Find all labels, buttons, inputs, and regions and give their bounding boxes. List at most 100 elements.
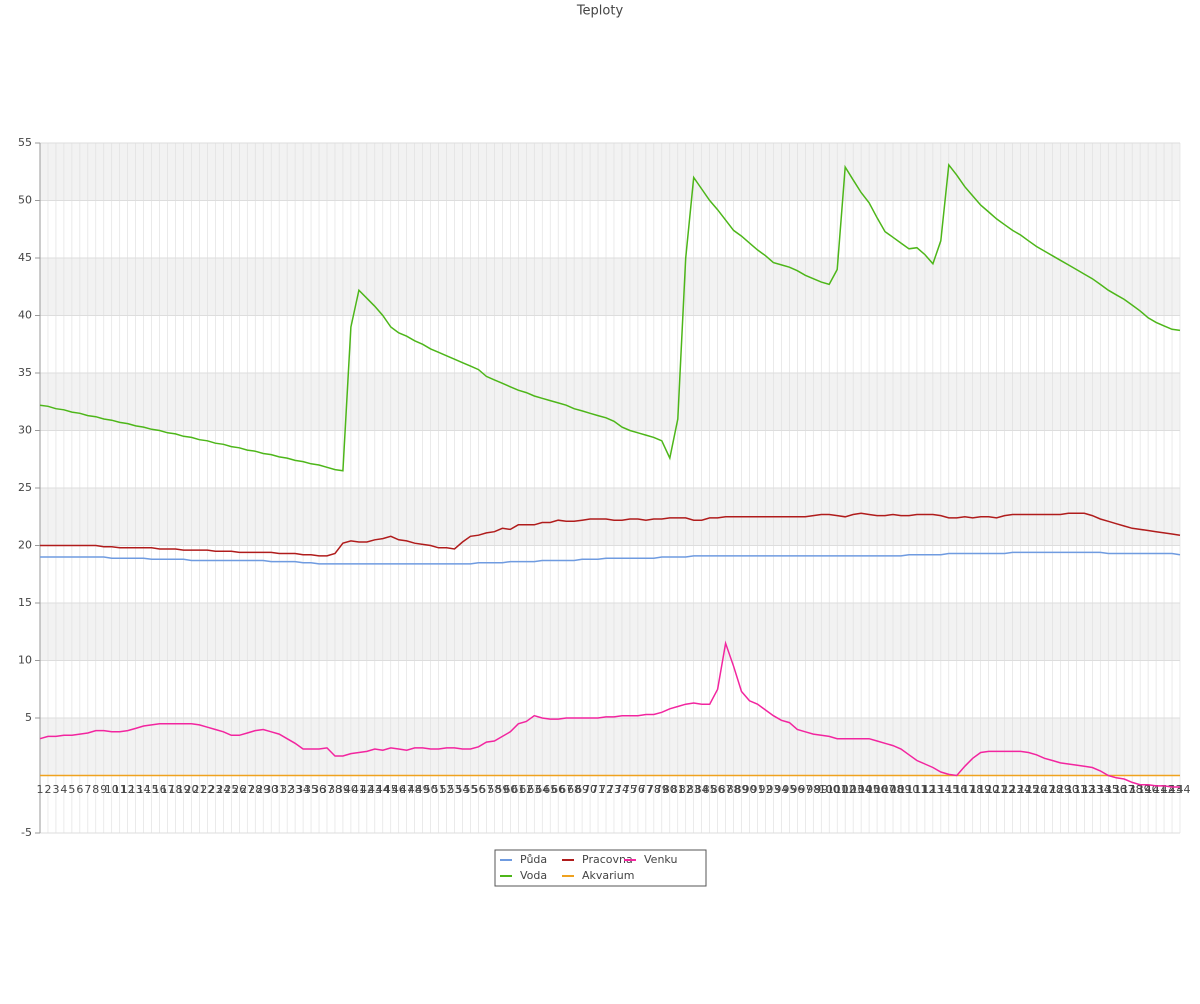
x-tick-label: 12: [121, 783, 135, 796]
x-tick-label: 9: [100, 783, 107, 796]
series-line: [40, 512, 1181, 557]
x-tick-label: 79: [655, 783, 669, 796]
x-tick-label: 37: [320, 783, 334, 796]
x-tick-label: 121: [986, 783, 1007, 796]
x-tick-label: 26: [232, 783, 246, 796]
x-tick-label: 1: [37, 783, 44, 796]
x-tick-label: 140: [1138, 783, 1159, 796]
x-tick-label: 22: [200, 783, 214, 796]
x-tick-label: 62: [519, 783, 533, 796]
x-tick-label: 75: [623, 783, 637, 796]
x-tick-label: 136: [1106, 783, 1127, 796]
y-tick-label: 10: [18, 654, 32, 667]
x-tick-label: 74: [615, 783, 629, 796]
y-tick-label: 40: [18, 309, 32, 322]
x-tick-label: 131: [1066, 783, 1087, 796]
x-tick-label: 89: [735, 783, 749, 796]
x-tick-label: 52: [440, 783, 454, 796]
x-tick-label: 92: [758, 783, 772, 796]
band: [40, 258, 1180, 316]
x-tick-label: 106: [867, 783, 888, 796]
x-tick-label: 90: [743, 783, 757, 796]
x-tick-label: 50: [424, 783, 438, 796]
band: [40, 603, 1180, 661]
x-tick-label: 8: [92, 783, 99, 796]
x-tick-label: 98: [806, 783, 820, 796]
x-tick-label: 132: [1074, 783, 1095, 796]
x-tick-label: 54: [456, 783, 470, 796]
x-tick-label: 84: [695, 783, 709, 796]
y-tick-label: -5: [21, 826, 32, 839]
x-tick-label: 97: [798, 783, 812, 796]
legend-label: Voda: [520, 869, 547, 882]
x-tick-label: 138: [1122, 783, 1143, 796]
y-tick-label: 55: [18, 136, 32, 149]
x-tick-label: 55: [463, 783, 477, 796]
x-tick-label: 125: [1018, 783, 1039, 796]
x-tick-label: 72: [599, 783, 613, 796]
x-tick-label: 40: [344, 783, 358, 796]
x-tick-label: 78: [647, 783, 661, 796]
x-tick-label: 21: [192, 783, 206, 796]
x-tick-label: 2: [44, 783, 51, 796]
x-tick-label: 4: [60, 783, 67, 796]
x-tick-label: 24: [216, 783, 230, 796]
legend-label: Pracovna: [582, 853, 633, 866]
x-tick-label: 85: [703, 783, 717, 796]
x-tick-label: 5: [68, 783, 75, 796]
x-tick-label: 33: [288, 783, 302, 796]
x-tick-label: 105: [859, 783, 880, 796]
x-tick-label: 133: [1082, 783, 1103, 796]
x-tick-label: 38: [328, 783, 342, 796]
x-tick-label: 107: [875, 783, 896, 796]
y-tick-label: 20: [18, 539, 32, 552]
x-tick-label: 41: [352, 783, 366, 796]
x-tick-label: 108: [883, 783, 904, 796]
x-tick-label: 11: [113, 783, 127, 796]
x-tick-label: 49: [416, 783, 430, 796]
x-tick-label: 43: [368, 783, 382, 796]
x-tick-label: 42: [360, 783, 374, 796]
x-tick-label: 71: [591, 783, 605, 796]
x-tick-label: 48: [408, 783, 422, 796]
x-tick-label: 14: [137, 783, 151, 796]
x-tick-label: 99: [814, 783, 828, 796]
x-tick-label: 3: [52, 783, 59, 796]
series-line: [40, 551, 1181, 565]
legend-label: Půda: [520, 853, 547, 866]
x-tick-label: 104: [851, 783, 872, 796]
x-tick-label: 60: [503, 783, 517, 796]
x-tick-label: 35: [304, 783, 318, 796]
x-tick-label: 112: [914, 783, 935, 796]
x-tick-label: 25: [224, 783, 238, 796]
x-tick-label: 139: [1130, 783, 1151, 796]
x-tick-label: 100: [819, 783, 840, 796]
x-tick-label: 53: [448, 783, 462, 796]
x-tick-label: 96: [790, 783, 804, 796]
y-tick-label: 25: [18, 481, 32, 494]
x-tick-label: 70: [583, 783, 597, 796]
legend-label: Akvarium: [582, 869, 634, 882]
x-tick-label: 134: [1090, 783, 1111, 796]
x-tick-label: 58: [487, 783, 501, 796]
x-tick-label: 135: [1098, 783, 1119, 796]
x-tick-label: 32: [280, 783, 294, 796]
x-tick-label: 59: [495, 783, 509, 796]
x-tick-label: 23: [208, 783, 222, 796]
band: [40, 143, 1180, 201]
y-tick-label: 45: [18, 251, 32, 264]
x-tick-label: 19: [176, 783, 190, 796]
x-tick-label: 115: [938, 783, 959, 796]
x-tick-label: 122: [994, 783, 1015, 796]
x-tick-label: 120: [978, 783, 999, 796]
x-tick-label: 20: [184, 783, 198, 796]
x-tick-label: 88: [727, 783, 741, 796]
x-tick-label: 64: [535, 783, 549, 796]
x-tick-label: 137: [1114, 783, 1135, 796]
x-tick-label: 30: [264, 783, 278, 796]
x-tick-label: 118: [962, 783, 983, 796]
x-tick-label: 27: [240, 783, 254, 796]
x-tick-label: 66: [551, 783, 565, 796]
x-tick-label: 93: [766, 783, 780, 796]
